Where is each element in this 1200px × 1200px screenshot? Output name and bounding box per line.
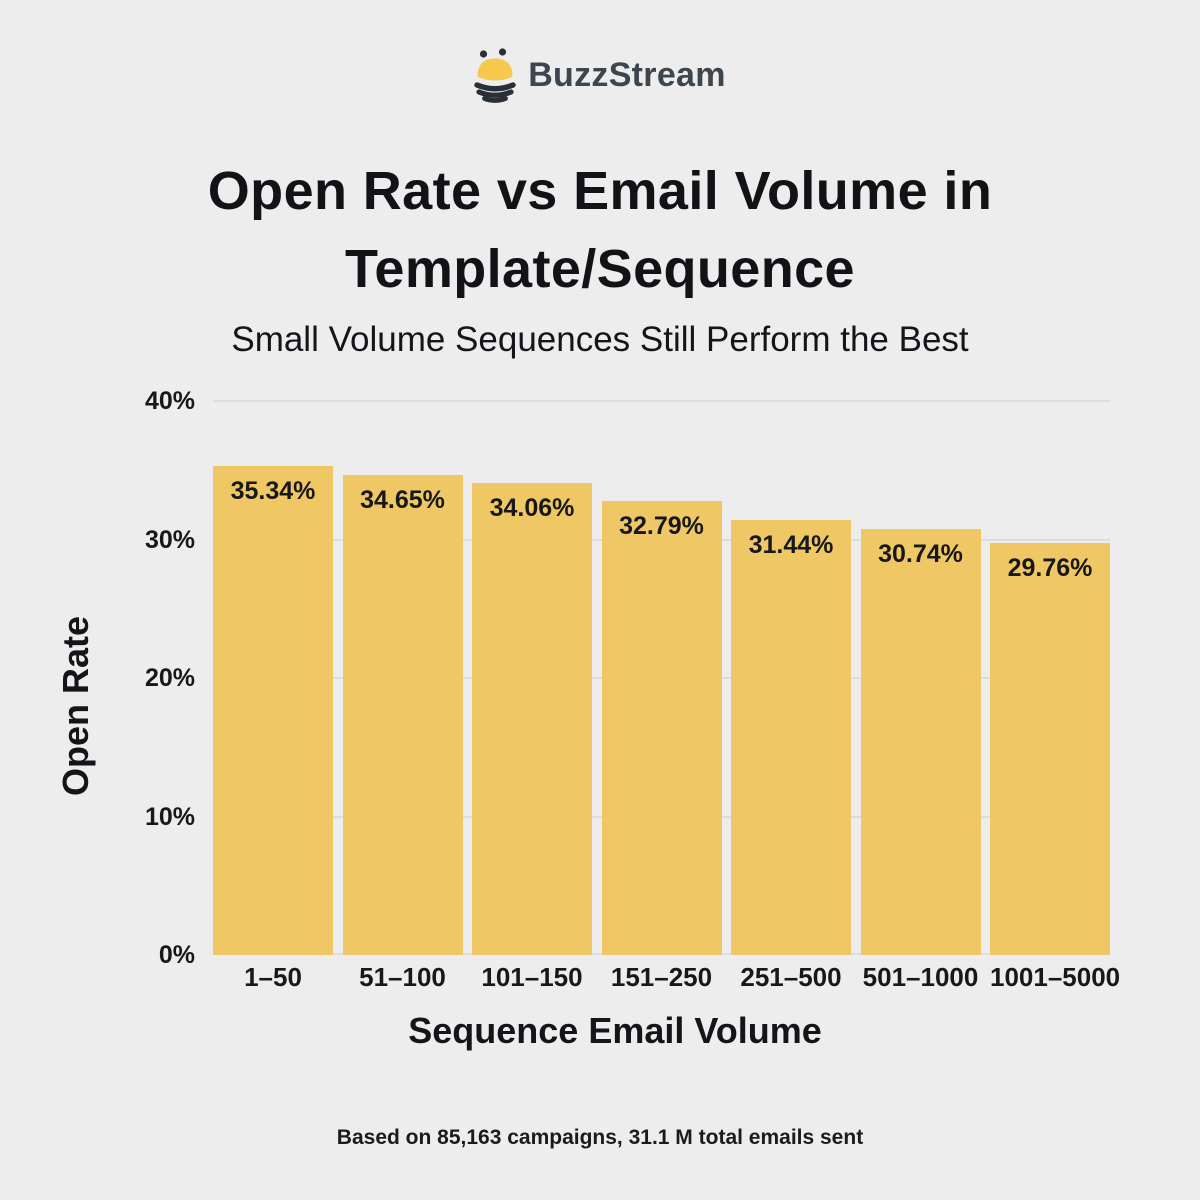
bar-501–1000: 30.74% xyxy=(860,529,981,955)
bar-101–150: 34.06% xyxy=(472,483,592,955)
page-title: Open Rate vs Email Volume in Template/Se… xyxy=(0,152,1200,308)
x-axis-title: Sequence Email Volume xyxy=(408,1010,822,1051)
y-tick-label: 40% xyxy=(144,387,195,415)
footnote: Based on 85,163 campaigns, 31.1 M total … xyxy=(336,1126,864,1149)
gridline-40% xyxy=(213,400,1110,402)
bee-icon xyxy=(474,48,516,103)
bar-value-label: 30.74% xyxy=(878,540,963,569)
bar-value-label: 34.06% xyxy=(489,494,575,523)
bar-series: 35.34% 34.65% 34.06% 32.79% 31.44% 30.74% 29.7… xyxy=(213,401,1110,955)
page-subtitle: Small Volume Sequences Still Perform the… xyxy=(231,320,969,359)
plot-area: 35.34% 34.65% 34.06% 32.79% 31.44% 30.74% 29.7… xyxy=(213,400,1110,955)
x-tick-label: 501–1000 xyxy=(862,962,979,992)
y-tick-label: 20% xyxy=(144,664,195,692)
bar-value-label: 32.79% xyxy=(619,511,704,540)
x-tick-label: 101–150 xyxy=(481,962,583,992)
y-tick-label: 30% xyxy=(144,525,195,554)
bar-51–100: 34.65% xyxy=(342,475,463,955)
bar-151–250: 32.79% xyxy=(601,500,722,955)
x-tick-label: 251–500 xyxy=(740,962,842,992)
bar-value-label: 29.76% xyxy=(1007,553,1093,582)
x-tick-label: 1–50 xyxy=(244,962,302,992)
y-axis-tick-labels: 0% 10% 20% 30% 40% xyxy=(0,387,195,969)
brand-logo: BuzzStream xyxy=(0,46,1200,104)
brand-name: BuzzStream xyxy=(528,55,726,94)
bar-value-label: 31.44% xyxy=(748,530,834,559)
bar-1001–5000: 29.76% xyxy=(990,542,1110,955)
bar-value-label: 34.65% xyxy=(360,486,445,515)
bar-1–50: 35.34% xyxy=(213,465,333,955)
bar-value-label: 35.34% xyxy=(230,476,316,505)
y-tick-label: 0% xyxy=(158,941,195,969)
y-tick-label: 10% xyxy=(144,802,195,831)
page-title-line-2: Template/Sequence xyxy=(345,239,855,299)
x-axis-tick-labels: 1–50 51–100 101–150 151–250 251–500 501–1000 1… xyxy=(213,962,1121,993)
page-title-line-1: Open Rate vs Email Volume in xyxy=(207,161,993,221)
bar-251–500: 31.44% xyxy=(731,519,851,955)
x-tick-label: 1001–5000 xyxy=(990,962,1121,992)
x-tick-label: 151–250 xyxy=(610,962,713,992)
x-tick-label: 51–100 xyxy=(359,962,446,992)
